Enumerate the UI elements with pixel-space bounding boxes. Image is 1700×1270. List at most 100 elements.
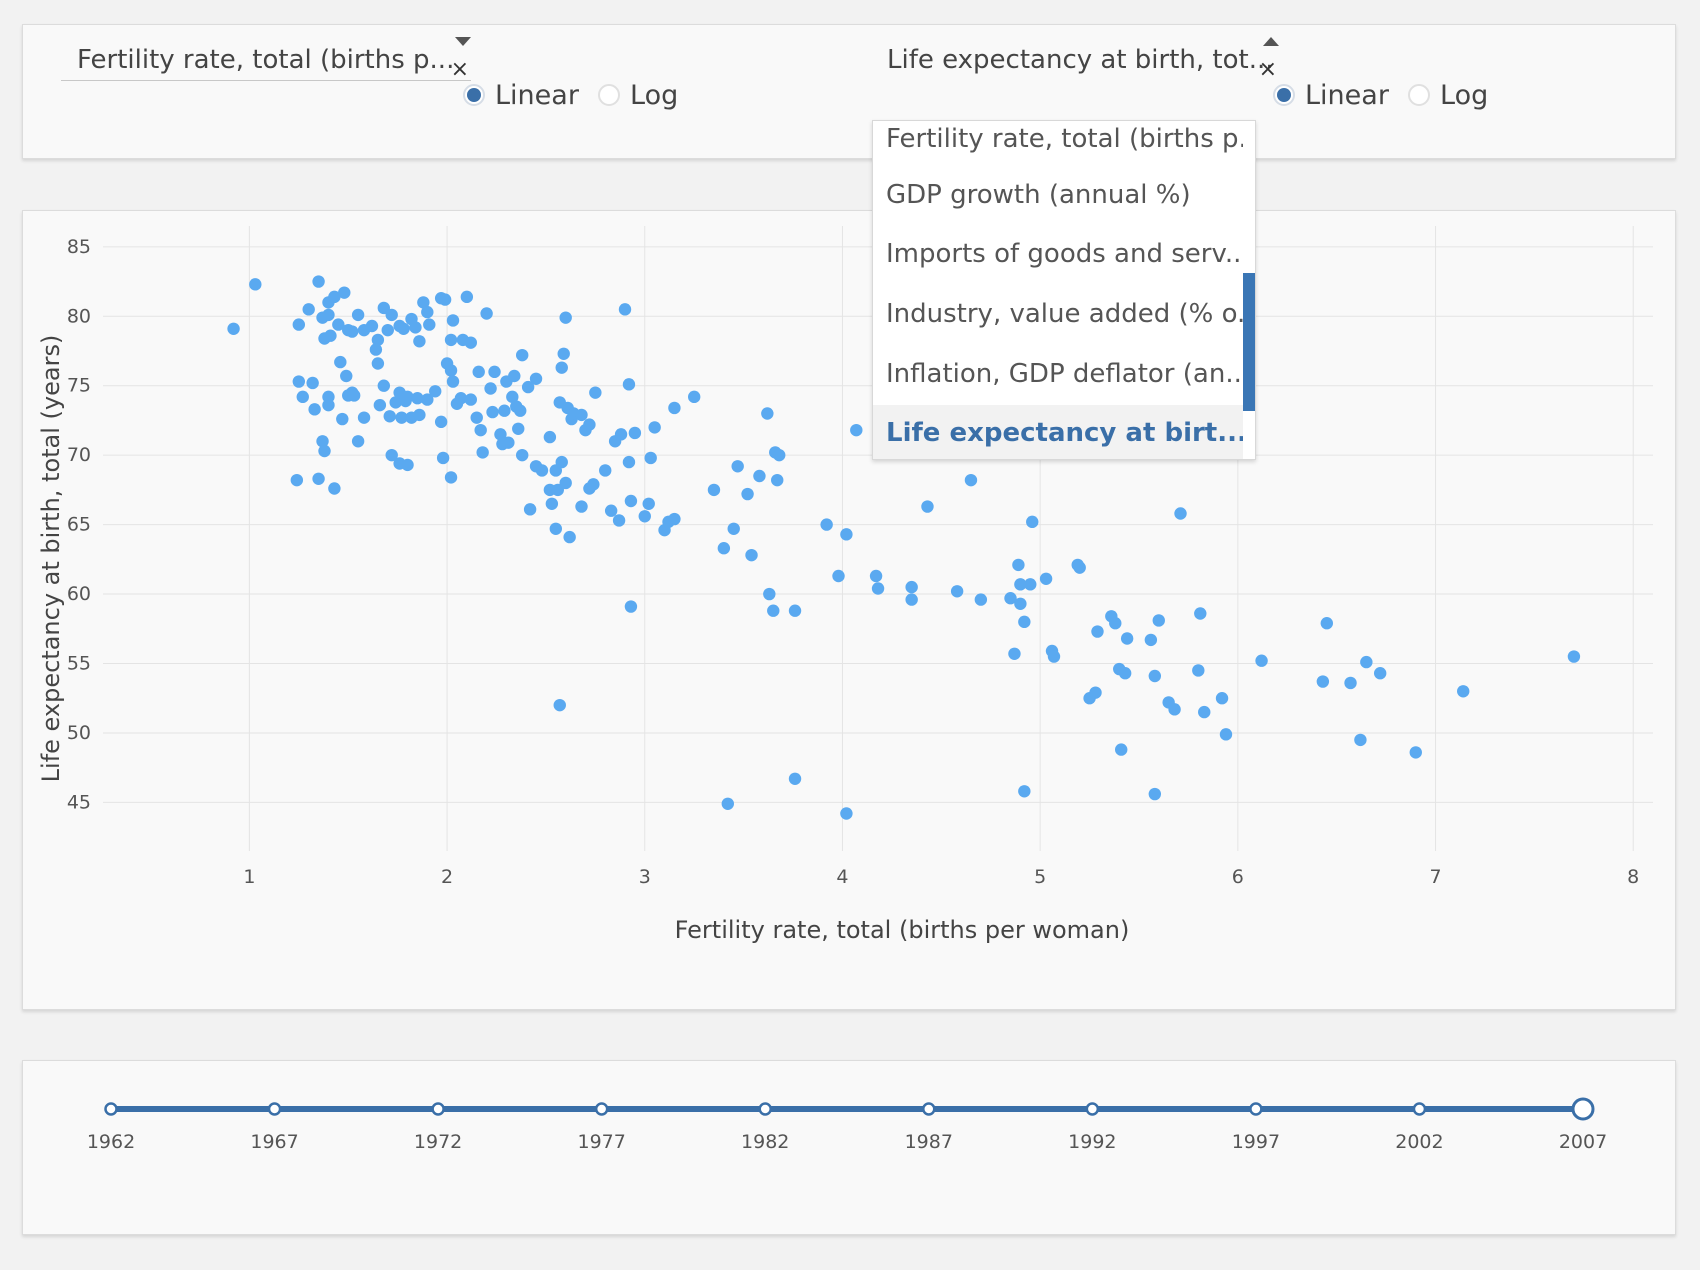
data-point [444, 333, 458, 347]
data-point [521, 380, 535, 394]
data-point [1115, 743, 1128, 756]
data-point [417, 296, 430, 309]
data-point [869, 569, 883, 583]
yaxis-log-radio[interactable]: Log [1408, 77, 1488, 113]
data-point [589, 386, 602, 399]
data-point [624, 600, 638, 613]
x-tick-label: 1 [243, 866, 255, 888]
data-point [648, 421, 661, 434]
slider-dot [1412, 1102, 1427, 1116]
data-point [1012, 558, 1025, 572]
xaxis-dropdown-value: Fertility rate, total (births p... [77, 45, 455, 75]
data-point [964, 473, 978, 487]
close-icon[interactable]: × [450, 57, 469, 82]
data-point [371, 357, 385, 370]
data-point [460, 290, 474, 304]
data-point [464, 336, 477, 349]
yaxis-dropdown-value: Life expectancy at birth, tot... [887, 45, 1274, 75]
chevron-up-icon[interactable] [1263, 37, 1279, 46]
data-point [328, 482, 341, 495]
data-point [618, 303, 632, 316]
data-point [555, 455, 568, 469]
slider-handle [1571, 1097, 1595, 1121]
menu-item-selected[interactable]: Life expectancy at birt... [873, 405, 1243, 459]
menu-item[interactable]: GDP growth (annual %) [886, 180, 1191, 210]
year-slider[interactable]: 1962 1967 1972 1977 1982 1987 1992 1997 2002 2007 [23, 1061, 1675, 1234]
data-point [1018, 785, 1031, 798]
menu-item[interactable]: Fertility rate, total (births p... [886, 124, 1243, 154]
yaxis-linear-label: Linear [1305, 79, 1389, 111]
y-tick-label: 45 [67, 791, 91, 813]
data-point [438, 293, 452, 306]
x-tick-label: 3 [639, 866, 651, 888]
data-point [820, 518, 833, 531]
data-point [413, 335, 426, 348]
data-point [306, 376, 319, 390]
year-slider-panel: 1962 1967 1972 1977 1982 1987 1992 1997 2002 2007 [22, 1060, 1676, 1235]
xaxis-dropdown[interactable]: Fertility rate, total (births p... × [61, 25, 471, 82]
data-point [717, 542, 731, 555]
data-point [516, 348, 529, 362]
data-point [1014, 578, 1027, 591]
menu-item[interactable]: Industry, value added (% o... [886, 299, 1243, 329]
menu-scrollbar[interactable] [1243, 273, 1255, 411]
xaxis-linear-radio[interactable]: Linear [463, 77, 579, 113]
xaxis-log-label: Log [630, 79, 679, 111]
data-point [773, 448, 786, 462]
data-point [1567, 650, 1581, 663]
data-point [905, 593, 918, 606]
data-point [1192, 664, 1205, 677]
data-point [575, 408, 588, 422]
slider-mark-label: 1982 [741, 1131, 789, 1153]
yaxis-linear-radio[interactable]: Linear [1273, 77, 1389, 113]
data-point [771, 473, 784, 487]
data-point [389, 396, 402, 409]
data-point [761, 407, 774, 420]
data-point [535, 464, 549, 477]
data-point [436, 451, 450, 465]
yaxis-dropdown[interactable]: Life expectancy at birth, tot... × [871, 25, 1279, 82]
data-point [373, 398, 387, 412]
data-point [668, 512, 681, 526]
data-point [1316, 675, 1330, 688]
data-point [371, 333, 385, 347]
data-point [227, 322, 240, 335]
menu-item[interactable]: Inflation, GDP deflator (an... [886, 359, 1243, 389]
controls-panel: Fertility rate, total (births p... × Lin… [22, 24, 1676, 159]
data-point [401, 390, 414, 404]
radio-unchecked-icon [598, 84, 620, 106]
data-point [788, 604, 802, 617]
menu-item[interactable]: Imports of goods and serv... [886, 239, 1243, 269]
data-point [413, 408, 426, 422]
data-point [345, 325, 359, 338]
data-point [850, 423, 863, 437]
y-tick-label: 65 [67, 514, 91, 536]
data-point [395, 411, 408, 424]
data-point [921, 500, 934, 513]
data-point [604, 504, 618, 517]
close-icon[interactable]: × [1258, 57, 1277, 82]
data-point [322, 308, 335, 322]
data-point [553, 698, 566, 712]
data-point [1457, 685, 1470, 698]
data-point [1024, 578, 1037, 591]
data-point [351, 435, 365, 448]
data-point [523, 503, 537, 516]
data-point [871, 582, 885, 595]
data-point [622, 455, 636, 469]
data-point [338, 286, 351, 299]
data-point [543, 430, 557, 444]
data-point [351, 308, 365, 322]
chevron-down-icon[interactable] [455, 37, 471, 46]
slider-dot [431, 1102, 445, 1116]
data-point [1073, 561, 1086, 574]
slider-dot [104, 1102, 118, 1116]
slider-dot [758, 1102, 772, 1116]
data-point [763, 587, 776, 601]
x-tick-label: 6 [1232, 866, 1244, 888]
data-point [474, 423, 487, 437]
data-point [324, 329, 337, 342]
data-point [1354, 733, 1367, 747]
data-point [365, 319, 379, 333]
xaxis-log-radio[interactable]: Log [598, 77, 678, 113]
